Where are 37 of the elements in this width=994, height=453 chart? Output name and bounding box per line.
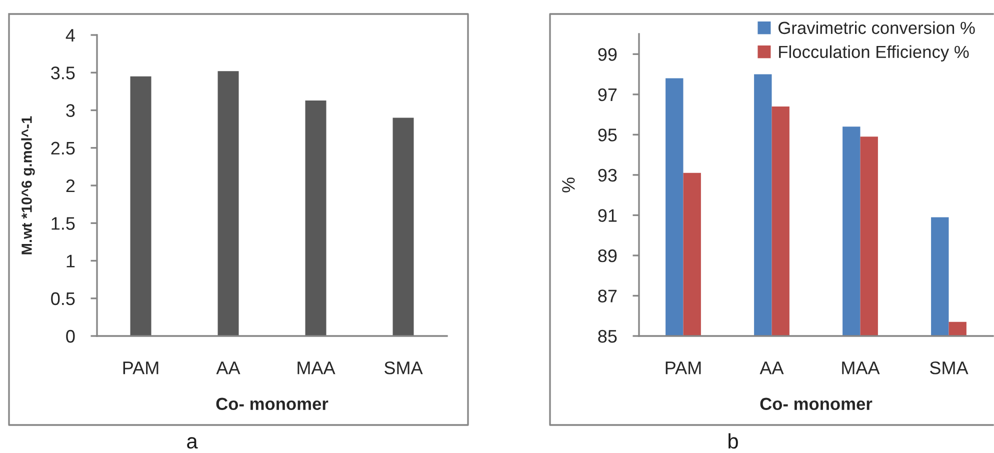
x-tick-label: PAM — [666, 362, 701, 374]
x-tick-label: SMA — [930, 361, 968, 374]
bar — [392, 118, 414, 336]
y-tick-label: 3.5 — [51, 66, 75, 80]
y-tick-label: 95 — [598, 128, 617, 142]
y-tick-label: 2.5 — [51, 142, 75, 155]
x-tick-label: AA — [760, 362, 784, 374]
y-tick-label: 87 — [598, 290, 617, 302]
y-tick-label: 93 — [598, 168, 617, 182]
y-axis-title: % — [562, 178, 575, 192]
legend-label: Gravimetric conversion % — [778, 21, 975, 34]
y-tick-label: 91 — [598, 209, 617, 222]
x-tick-label: PAM — [123, 362, 158, 374]
x-tick-label: AA — [216, 362, 240, 374]
y-tick-label: 99 — [598, 48, 617, 61]
x-tick-label: MAA — [842, 362, 880, 374]
x-axis-title: Co- monomer — [216, 398, 328, 410]
text: a — [187, 437, 198, 449]
bar — [130, 76, 152, 336]
y-tick-label: 3 — [66, 104, 75, 117]
y-tick-label: 0.5 — [51, 292, 75, 306]
y-tick-label: 97 — [598, 88, 617, 102]
y-tick-label: 85 — [598, 330, 617, 343]
bar — [305, 100, 326, 336]
legend-label: Flocculation Efficiency % — [779, 45, 969, 62]
y-tick-label: 1 — [66, 254, 75, 268]
y-tick-label: 89 — [598, 249, 617, 262]
x-axis-title: Co- monomer — [760, 398, 872, 410]
y-tick-label: 2 — [66, 179, 75, 192]
y-axis-title: M.wt *10^6 g.mol^-1 — [21, 116, 35, 254]
x-tick-label: SMA — [384, 361, 423, 374]
y-tick-label: 4 — [66, 29, 75, 42]
y-tick-label: 0 — [66, 330, 75, 343]
x-tick-label: MAA — [298, 362, 336, 374]
bar — [218, 71, 239, 336]
text: b — [728, 433, 738, 449]
y-tick-label: 1.5 — [52, 217, 75, 230]
